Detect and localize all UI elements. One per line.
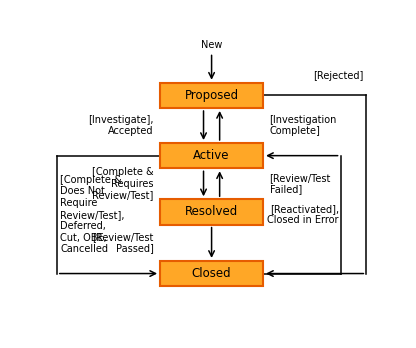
Text: Closed: Closed [192,267,231,280]
Text: Active: Active [193,149,230,162]
Text: [Complete &
Requires
Review/Test]: [Complete & Requires Review/Test] [92,167,154,200]
Text: Resolved: Resolved [185,205,238,219]
Text: [Review/Test
Failed]: [Review/Test Failed] [270,173,331,195]
Text: New: New [201,40,222,50]
Text: [Reactivated],
Closed in Error: [Reactivated], Closed in Error [267,204,339,226]
Text: [Rejected]: [Rejected] [313,71,363,81]
Text: [Review/Test
Passed]: [Review/Test Passed] [92,232,154,254]
FancyBboxPatch shape [160,199,263,225]
FancyBboxPatch shape [160,143,263,168]
FancyBboxPatch shape [160,261,263,286]
Text: [Complete &
Does Not
Require
Review/Test],
Deferred,
Cut, OBE,
Cancelled: [Complete & Does Not Require Review/Test… [60,175,124,254]
Text: Proposed: Proposed [185,89,239,102]
Text: [Investigate],
Accepted: [Investigate], Accepted [88,115,154,136]
Text: [Investigation
Complete]: [Investigation Complete] [270,115,337,136]
FancyBboxPatch shape [160,82,263,108]
